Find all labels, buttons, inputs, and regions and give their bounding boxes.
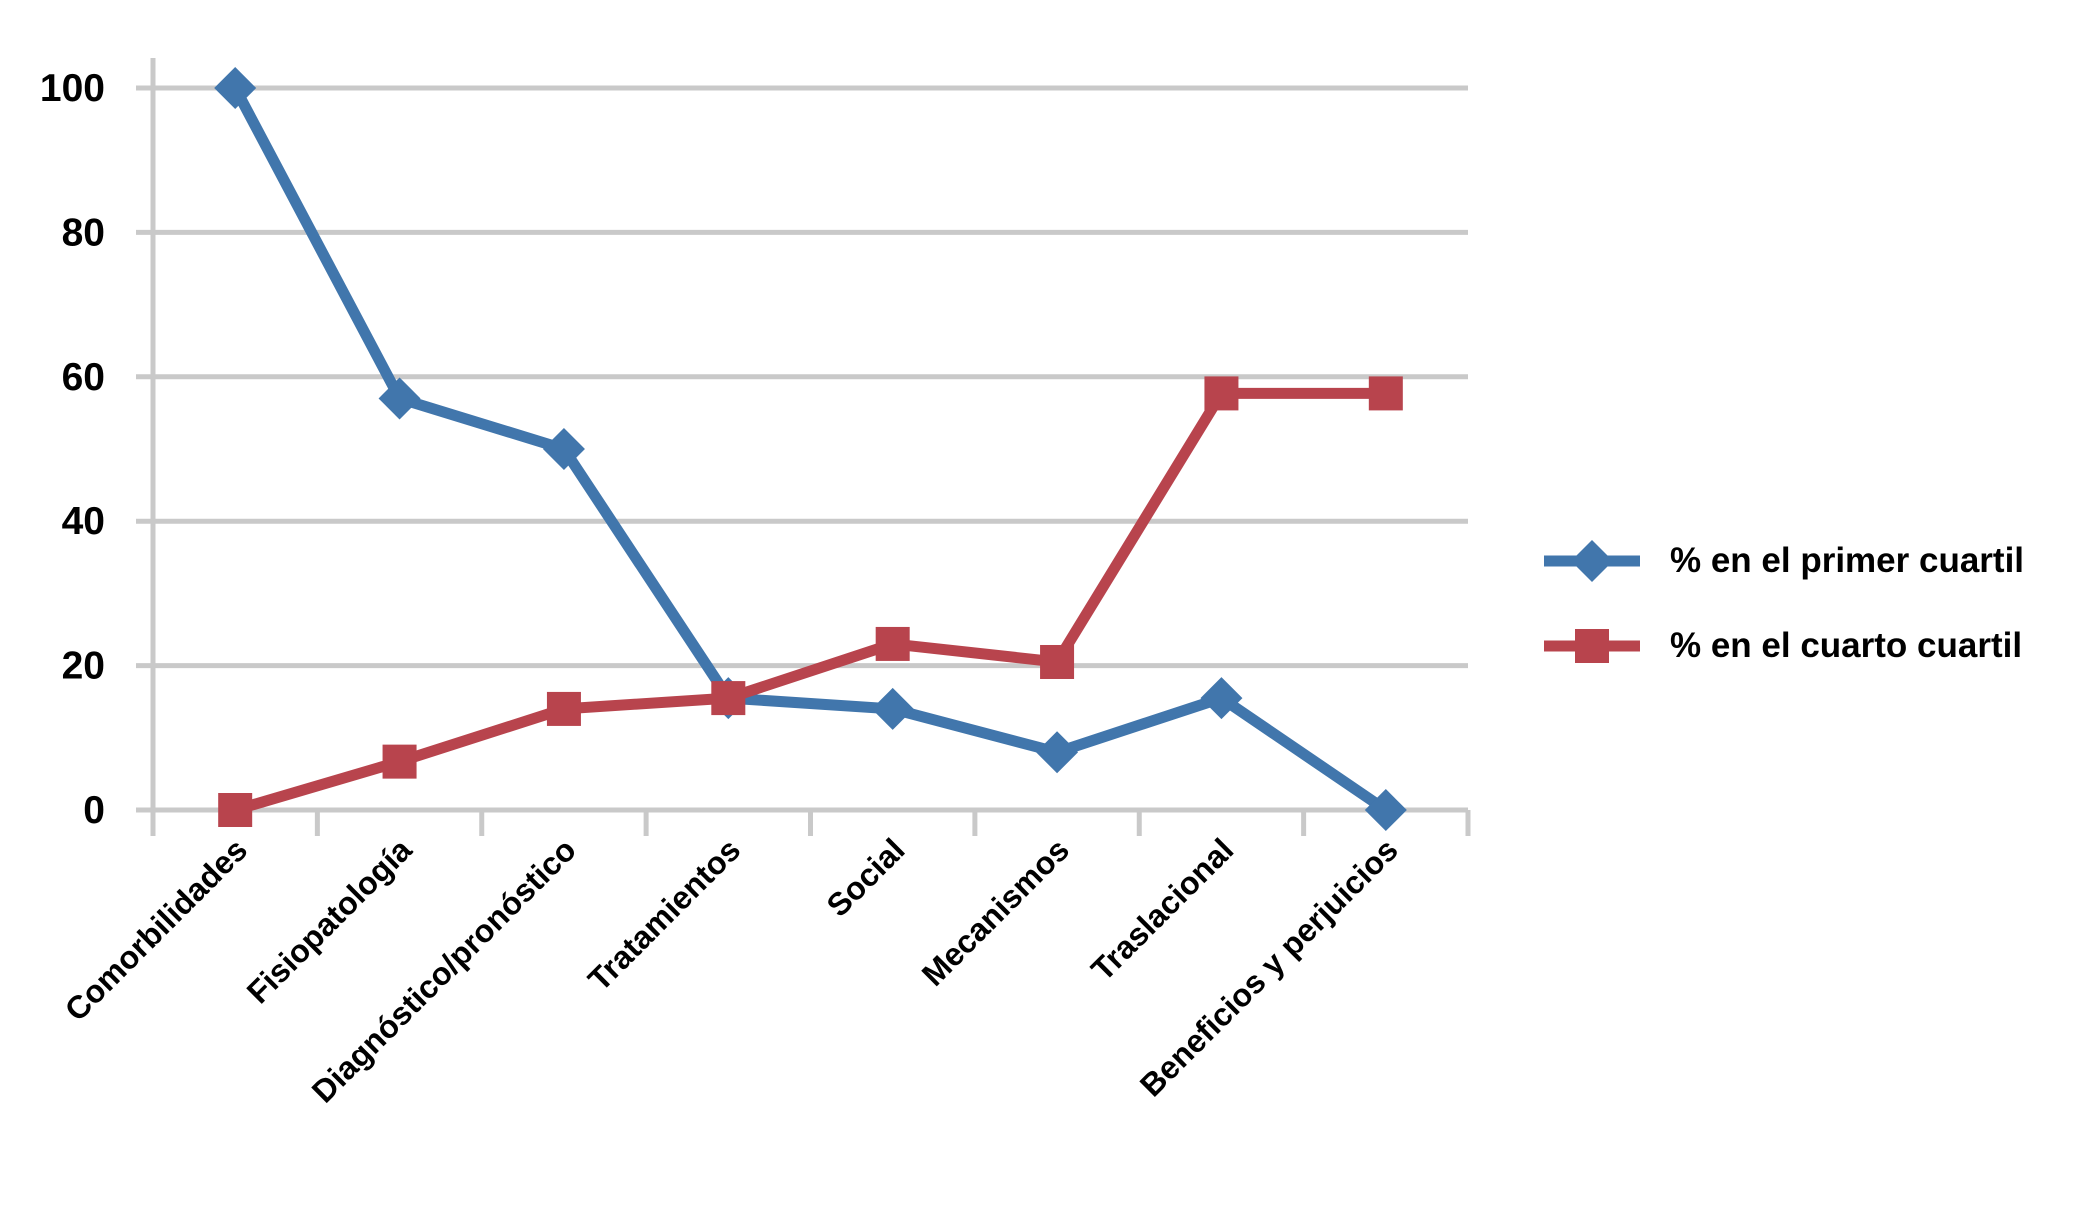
x-category-label-5: Mecanismos	[915, 831, 1076, 992]
legend-label-primer-cuartil: % en el primer cuartil	[1670, 541, 2025, 580]
legend-item-cuarto-cuartil: % en el cuarto cuartil	[1542, 622, 2024, 670]
series-0-point-0-marker	[214, 67, 257, 109]
series-line-0	[230, 85, 1389, 815]
legend-marker-square-icon	[1544, 629, 1640, 663]
y-tick-label-80: 80	[62, 211, 105, 254]
x-category-label-0: Comorbilidades	[58, 831, 254, 1027]
legend-item-primer-cuartil: % en el primer cuartil	[1542, 537, 2024, 585]
series-line-1	[233, 387, 1386, 816]
y-tick-label-40: 40	[62, 500, 105, 543]
y-tick-label-0: 0	[83, 789, 105, 832]
legend-diamond-glyph	[1571, 540, 1613, 582]
series-0-point-7-marker	[1364, 789, 1407, 831]
series-1-point-3-marker	[711, 681, 746, 716]
legend-marker-diamond-icon	[1544, 540, 1640, 582]
legend-label-cuarto-cuartil: % en el cuarto cuartil	[1670, 626, 2023, 665]
series-1-point-6-marker	[1204, 376, 1239, 411]
series-0-point-5-marker	[1036, 731, 1079, 774]
series-1-point-7-marker	[1368, 376, 1403, 411]
series-0-point-6-marker	[1200, 677, 1243, 720]
y-tick-label-60: 60	[62, 356, 105, 399]
series-1-point-1-marker	[382, 744, 417, 779]
series-1-point-5-marker	[1040, 644, 1075, 679]
series-0-point-2-marker	[542, 428, 585, 470]
x-category-label-2: Diagnóstico/pronóstico	[305, 831, 583, 1109]
x-category-label-3: Tratamientos	[581, 831, 747, 997]
x-category-label-4: Social	[820, 831, 912, 923]
y-tick-label-100: 100	[40, 67, 105, 110]
x-category-label-1: Fisiopatología	[240, 831, 419, 1010]
series-0-point-1-marker	[378, 377, 421, 420]
x-category-label-6: Traslacional	[1084, 831, 1240, 987]
series-1-point-4-marker	[875, 626, 910, 661]
chart-legend: % en el primer cuartil % en el cuarto cu…	[1542, 537, 2024, 670]
series-1-point-2-marker	[546, 691, 581, 726]
series-0-point-4-marker	[871, 687, 914, 730]
y-tick-label-20: 20	[62, 645, 105, 688]
series-1-point-0-marker	[218, 793, 253, 827]
legend-square-glyph	[1575, 629, 1609, 663]
